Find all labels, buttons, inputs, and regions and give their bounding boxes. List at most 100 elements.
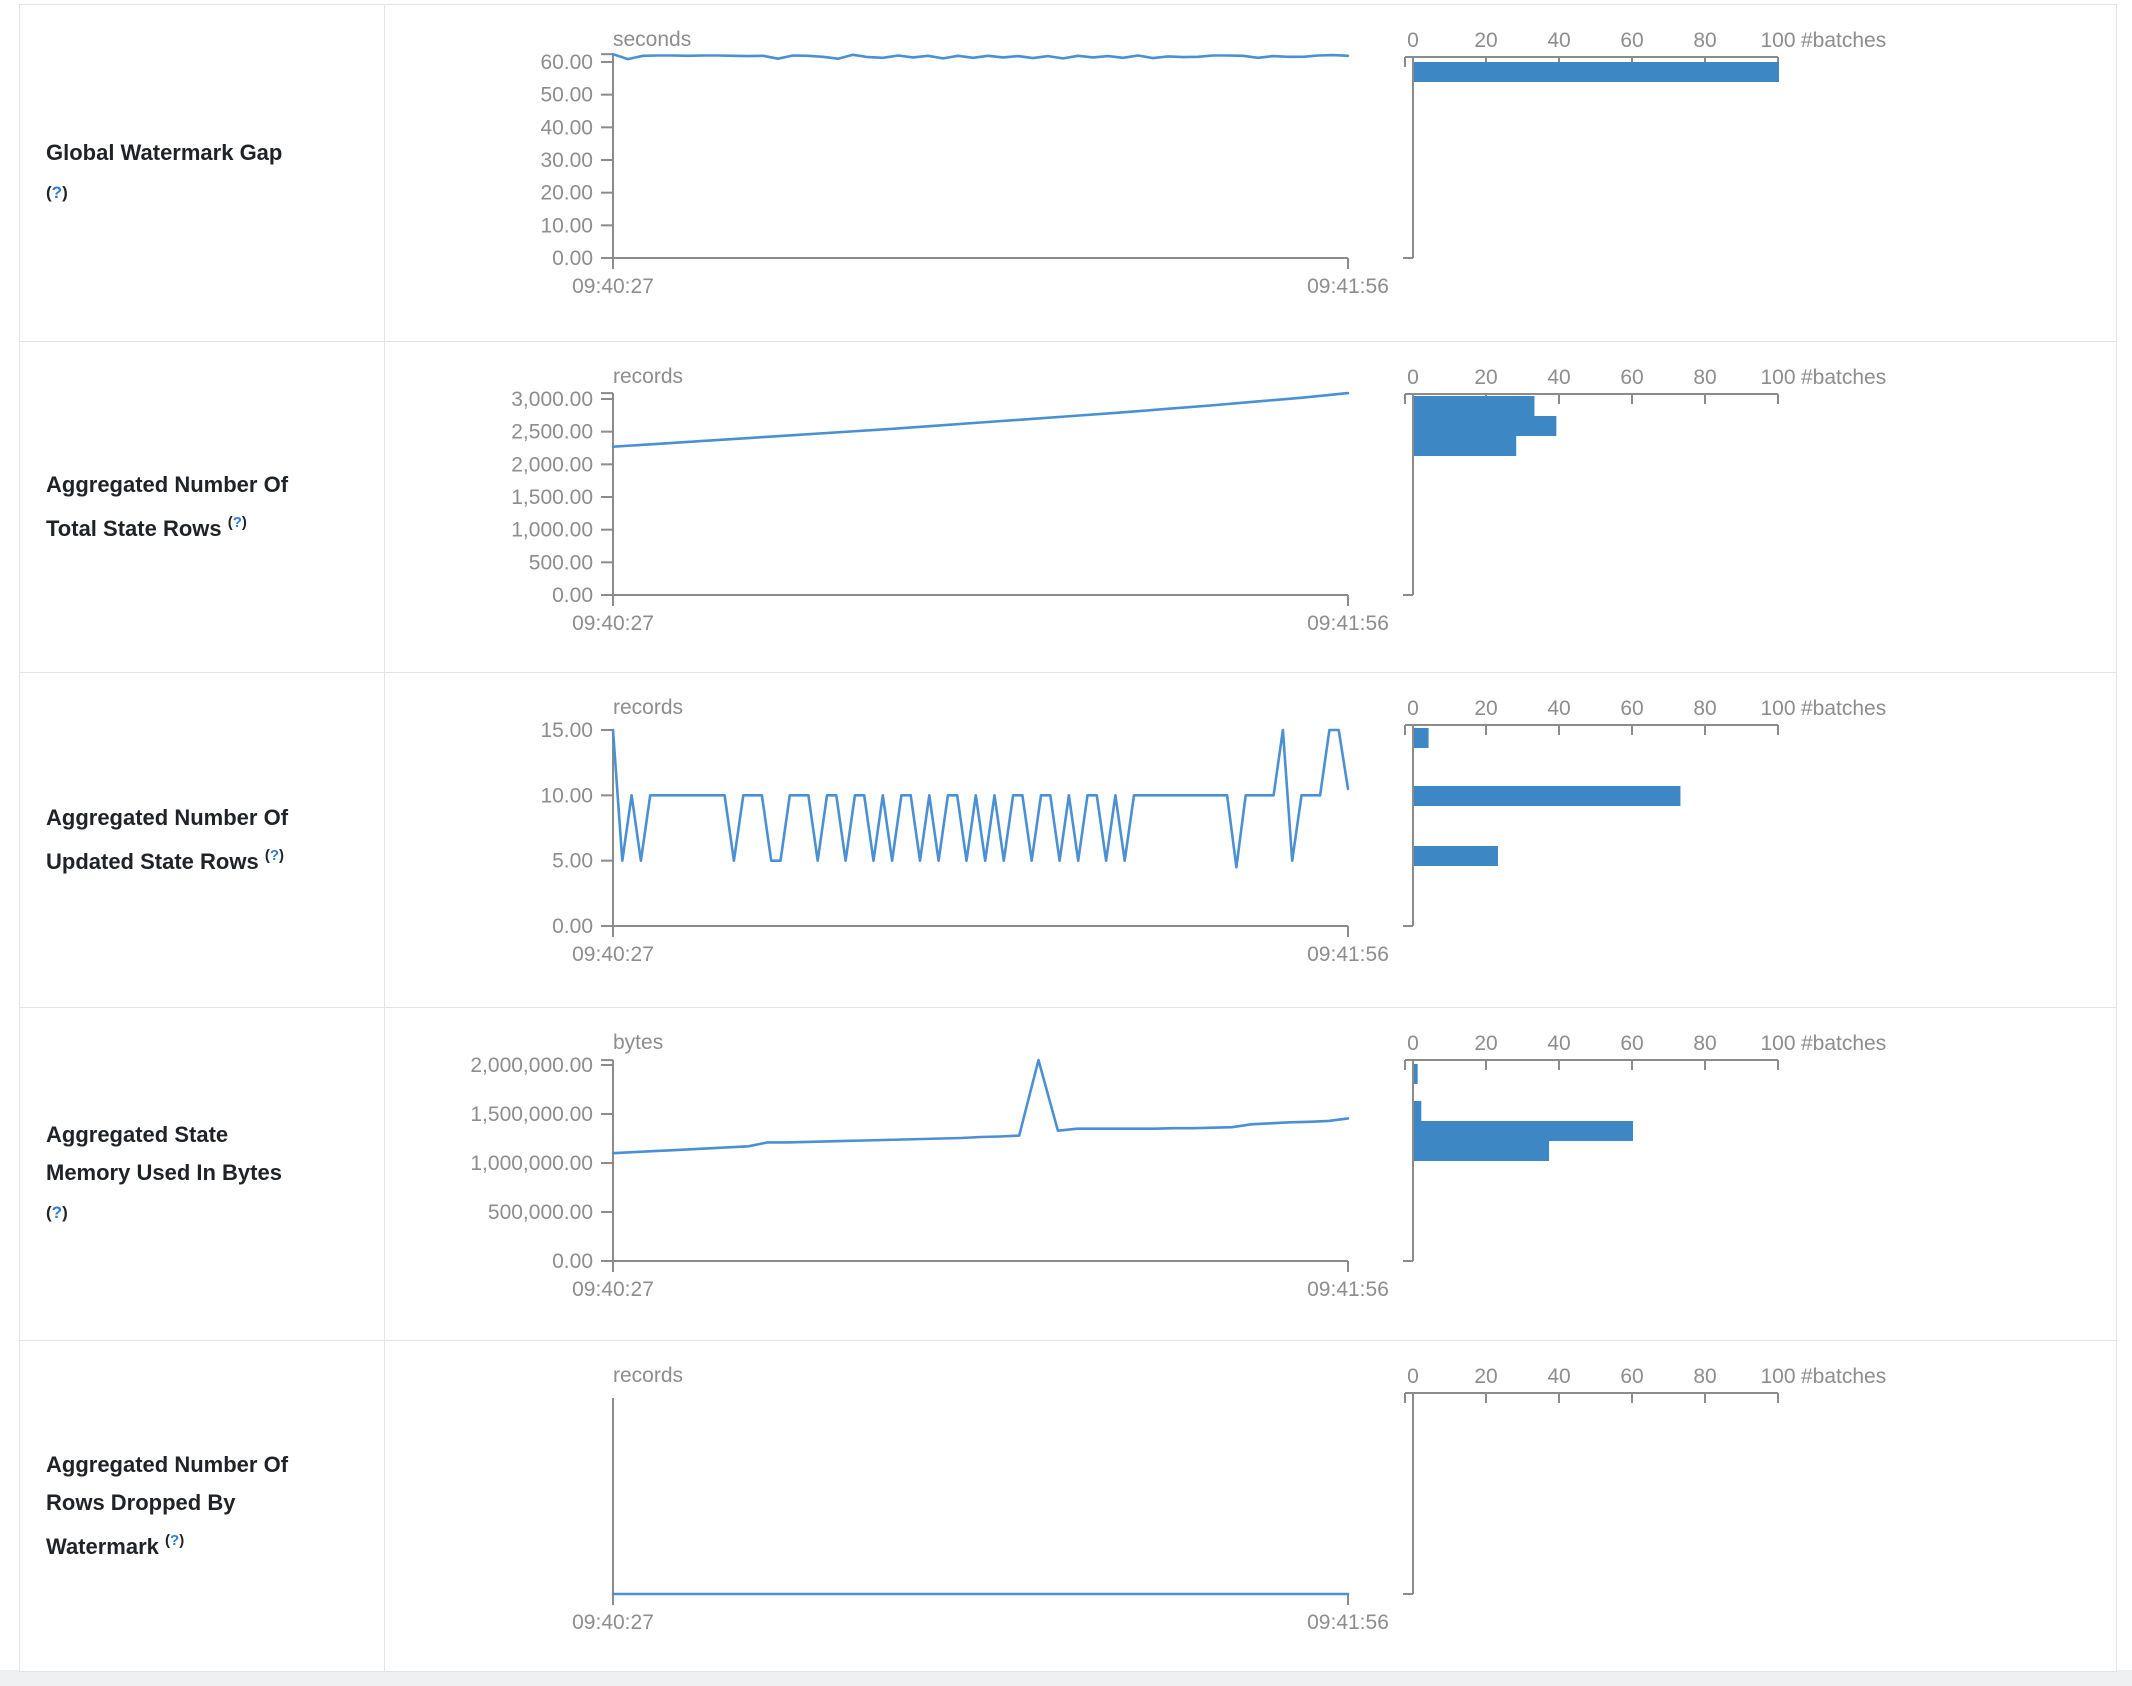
metric-label: Global Watermark Gap (?) [46,134,282,212]
histogram-chart: 0 20 40 60 80 100 #batches [1403,697,1886,927]
metric-label-cell: Global Watermark Gap (?) [20,5,385,341]
timeline-y-tick-label: 60.00 [540,51,593,74]
metric-row: Aggregated State Memory Used In Bytes (?) b… [20,1008,2116,1341]
timeline-chart: records 0.00 500.00 1,000.00 1,500.00 2,000.0… [511,365,1389,635]
histogram-x-tick-label: 0 [1407,1032,1419,1055]
metric-label-line: (?) [46,1192,282,1232]
histogram-x-tick-label: 80 [1693,366,1716,389]
metric-label-line: Rows Dropped By [46,1490,236,1515]
histogram-axis-title: #batches [1801,1365,1886,1388]
histogram-x-tick-label: 0 [1407,366,1419,389]
histogram-x-tick-label: 40 [1547,366,1570,389]
timeline-unit-label: records [613,365,683,388]
metric-label-line: Aggregated State [46,1122,229,1147]
timeline-series-line [611,1058,1350,1155]
timeline-y-tick-label: 0.00 [552,1250,593,1273]
timeline-series-line [611,728,1350,869]
timeline-y-tick-label: 0.00 [552,584,593,607]
question-mark-icon: ? [51,183,63,202]
help-link[interactable]: (?) [165,1532,185,1549]
timeline-y-tick-label: 2,000.00 [511,453,593,476]
histogram-x-tick-label: 60 [1620,1032,1643,1055]
timeline-y-tick-label: 1,500.00 [511,486,593,509]
timeline-y-tick-label: 30.00 [540,149,593,172]
metric-charts-svg: records 0.00 5.00 10.00 15.00 09:40:27 09:41:5… [540,696,1886,966]
timeline-unit-label: records [613,1364,683,1387]
histogram-bar [1414,62,1779,82]
timeline-y-tick-label: 500.00 [529,551,593,574]
metric-label-cell: Aggregated Number Of Total State Rows (?) [20,342,385,672]
timeline-chart: bytes 0.00 500,000.00 1,000,000.00 1,500,000… [470,1031,1389,1301]
metric-label-cell: Aggregated State Memory Used In Bytes (?) [20,1008,385,1340]
metric-label-cell: Aggregated Number Of Updated State Rows (… [20,673,385,1007]
timeline-y-tick-label: 15.00 [540,719,593,742]
timeline-x-end-label: 09:41:56 [1307,1278,1389,1301]
histogram-x-tick-label: 100 [1760,366,1795,389]
timeline-unit-label: records [613,696,683,719]
timeline-unit-label: bytes [613,1031,663,1054]
histogram-chart: 0 20 40 60 80 100 #batches [1403,1365,1886,1595]
histogram-x-tick-label: 20 [1474,1032,1497,1055]
timeline-y-tick-label: 1,000,000.00 [470,1152,593,1175]
histogram-x-tick-label: 100 [1760,29,1795,52]
metric-label-line: Watermark (?) [46,1532,185,1559]
metric-label-line: Aggregated Number Of [46,472,289,497]
timeline-x-end-label: 09:41:56 [1307,612,1389,635]
histogram-x-tick-label: 20 [1474,697,1497,720]
metric-charts-svg: records 0.00 500.00 1,000.00 1,500.00 2,000.0… [511,365,1886,635]
help-link[interactable]: (?) [46,183,68,202]
metric-label-line: Memory Used In Bytes [46,1160,282,1185]
metric-label-line: Updated State Rows (?) [46,847,284,874]
histogram-axis-title: #batches [1801,366,1886,389]
timeline-series-line [611,52,1350,61]
histogram-axis-title: #batches [1801,697,1886,720]
histogram-chart: 0 20 40 60 80 100 #batches [1403,1032,1886,1262]
timeline-y-tick-label: 2,000,000.00 [470,1054,593,1077]
histogram-x-tick-label: 40 [1547,1365,1570,1388]
histogram-axis-title: #batches [1801,1032,1886,1055]
histogram-chart: 0 20 40 60 80 100 #batches [1403,29,1886,259]
metric-label: Aggregated Number Of Total State Rows (?) [46,466,288,548]
timeline-y-tick-label: 50.00 [540,84,593,107]
timeline-y-tick-label: 3,000.00 [511,388,593,411]
timeline-y-tick-label: 0.00 [552,915,593,938]
metric-chart-cell: records 0.00 500.00 1,000.00 1,500.00 2,000.0… [385,342,2116,672]
help-link[interactable]: (?) [264,847,284,864]
histogram-bar [1414,1141,1550,1161]
timeline-x-end-label: 09:41:56 [1307,1611,1389,1634]
question-mark-icon: ? [232,514,242,531]
help-link[interactable]: (?) [227,514,247,531]
metric-label-cell: Aggregated Number Of Rows Dropped By Water… [20,1341,385,1671]
question-mark-icon: ? [51,1203,63,1222]
histogram-x-tick-label: 80 [1693,1365,1716,1388]
metric-label-line: Aggregated Number Of [46,1452,289,1477]
metric-row: Aggregated Number Of Updated State Rows (… [20,673,2116,1008]
timeline-x-start-label: 09:40:27 [572,943,654,966]
metric-chart-cell: records 0.00 5.00 10.00 15.00 09:40:27 09:41:5… [385,673,2116,1007]
metrics-table: Global Watermark Gap (?) seconds 0.00 10.00 2… [19,4,2117,1672]
histogram-x-tick-label: 40 [1547,29,1570,52]
question-mark-icon: ? [269,847,279,864]
metric-row: Aggregated Number Of Total State Rows (?)… [20,342,2116,673]
metric-label-line: Total State Rows (?) [46,514,247,541]
help-link[interactable]: (?) [46,1203,68,1222]
metric-row: Global Watermark Gap (?) seconds 0.00 10.00 2… [20,5,2116,342]
histogram-x-tick-label: 80 [1693,29,1716,52]
metric-label: Aggregated State Memory Used In Bytes (?) [46,1116,282,1232]
metric-label-line: Aggregated Number Of [46,805,289,830]
histogram-x-tick-label: 40 [1547,1032,1570,1055]
histogram-bar [1414,846,1498,866]
histogram-bar [1414,1101,1422,1121]
histogram-x-tick-label: 60 [1620,366,1643,389]
histogram-x-tick-label: 0 [1407,1365,1419,1388]
histogram-x-tick-label: 60 [1620,1365,1643,1388]
question-mark-icon: ? [170,1532,180,1549]
histogram-x-tick-label: 20 [1474,29,1497,52]
timeline-x-end-label: 09:41:56 [1307,275,1389,298]
timeline-unit-label: seconds [613,28,691,51]
timeline-x-start-label: 09:40:27 [572,1278,654,1301]
histogram-axis-title: #batches [1801,29,1886,52]
metric-row: Aggregated Number Of Rows Dropped By Water… [20,1341,2116,1671]
histogram-x-tick-label: 20 [1474,366,1497,389]
